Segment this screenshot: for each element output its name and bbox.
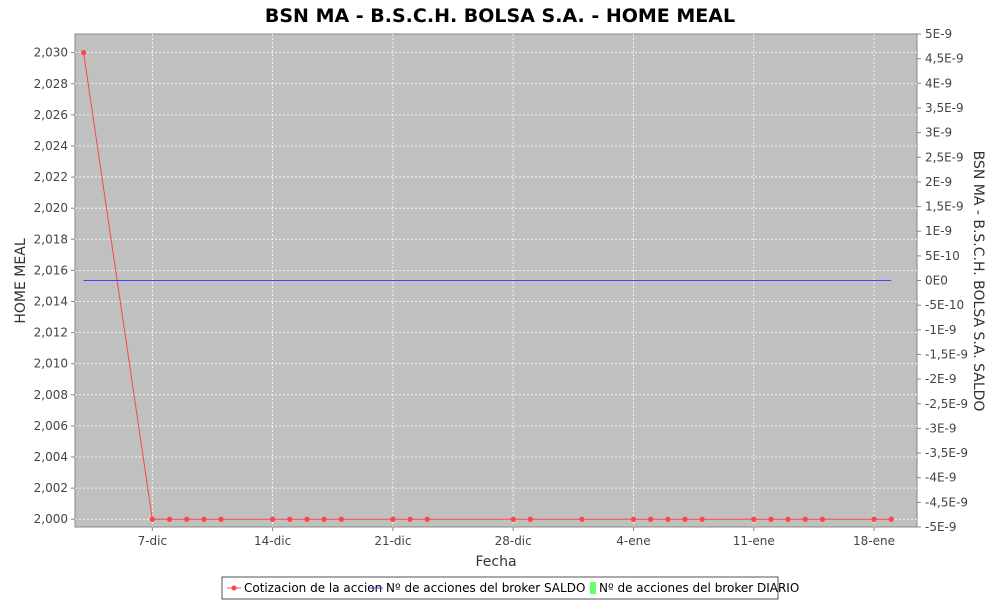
y-right-tick-label: -4,5E-9 [925, 495, 968, 509]
data-point [699, 516, 705, 522]
y-left-tick-label: 2,010 [34, 357, 68, 371]
x-tick-label: 7-dic [138, 534, 168, 548]
data-point [201, 516, 207, 522]
data-point [407, 516, 413, 522]
y-right-tick-label: 3,5E-9 [925, 101, 964, 115]
y-left-tick-label: 2,008 [34, 388, 68, 402]
legend-box [221, 576, 779, 600]
y-right-tick-label: -1E-9 [925, 323, 957, 337]
plot-area: 7-dic 14-dic 21-dic 28-dic 4-ene 11-ene 18-ene… [34, 27, 968, 548]
y-left-tick-label: 2,006 [34, 419, 68, 433]
y-right-tick-label: 5E-10 [925, 249, 960, 263]
y-left-tick-label: 2,022 [34, 170, 68, 184]
x-tick-label: 11-ene [733, 534, 775, 548]
data-point [630, 516, 637, 522]
y-left-tick-label: 2,014 [34, 294, 68, 308]
x-axis-label: Fecha [475, 554, 516, 570]
y-right-tick-label: 1E-9 [925, 224, 952, 238]
y-right-tick-label: -2,5E-9 [925, 397, 968, 411]
data-point [682, 516, 688, 522]
data-point [510, 516, 516, 522]
y-left-tick-label: 2,026 [34, 108, 68, 122]
data-point [149, 516, 155, 522]
y-right-tick-label: -3,5E-9 [925, 446, 968, 460]
y-left-tick-label: 2,004 [34, 450, 68, 464]
x-tick-label: 18-ene [853, 534, 895, 548]
y-left-tick-label: 2,020 [34, 201, 68, 215]
y-right-tick-label: -2E-9 [925, 372, 957, 386]
data-point [218, 516, 224, 522]
y-left-tick-label: 2,028 [34, 77, 68, 91]
data-point [648, 516, 654, 522]
y-right-tick-label: 5E-9 [925, 27, 952, 41]
legend-entry-label: Cotizacion de la accion [244, 581, 382, 595]
data-point [166, 516, 173, 522]
y-right-tick-label: -3E-9 [925, 421, 957, 435]
y-right-tick-label: -5E-9 [925, 520, 957, 534]
y-left-tick-label: 2,024 [34, 139, 68, 153]
x-tick-label: 4-ene [616, 534, 650, 548]
y-left-axis-label: HOME MEAL [13, 238, 29, 323]
y-left-tick-label: 2,016 [34, 263, 68, 277]
data-point [321, 516, 327, 522]
data-point [527, 516, 533, 522]
data-point [338, 516, 344, 522]
y-right-tick-label: 0E0 [925, 274, 948, 288]
legend-entry-label: Nº de acciones del broker SALDO [386, 581, 585, 595]
legend: Cotizacion de la accion Nº de acciones de… [221, 576, 799, 600]
legend-swatch-marker [231, 585, 237, 591]
data-point [424, 516, 430, 522]
y-left-tick-label: 2,018 [34, 232, 68, 246]
data-point [751, 516, 757, 522]
data-point [871, 516, 877, 522]
data-point [888, 516, 894, 522]
x-tick-label: 28-dic [495, 534, 532, 548]
y-left-tick-label: 2,012 [34, 326, 68, 340]
data-point [270, 516, 276, 522]
data-point [768, 516, 774, 522]
data-point [184, 516, 190, 522]
y-right-axis-label: BSN MA - B.S.C.H. BOLSA S.A. SALDO [970, 151, 986, 412]
y-left-tick-label: 2,000 [34, 512, 68, 526]
data-point [287, 516, 293, 522]
y-right-tick-label: 1,5E-9 [925, 200, 964, 214]
x-tick-label: 14-dic [254, 534, 291, 548]
y-right-tick-label: 4E-9 [925, 76, 952, 90]
y-right-tick-label: -5E-10 [925, 298, 964, 312]
data-point [819, 516, 826, 522]
y-left-tick-label: 2,030 [34, 46, 68, 60]
chart-title: BSN MA - B.S.C.H. BOLSA S.A. - HOME MEAL [265, 5, 735, 27]
data-point [665, 516, 671, 522]
y-left-tick-label: 2,002 [34, 481, 68, 495]
data-point [304, 516, 310, 522]
data-point [579, 516, 585, 522]
legend-entry-label: Nº de acciones del broker DIARIO [599, 581, 799, 595]
y-right-tick-label: 2E-9 [925, 175, 952, 189]
data-point [80, 50, 87, 56]
legend-swatch-box [590, 582, 596, 594]
y-right-tick-label: 4,5E-9 [925, 52, 964, 66]
data-point [785, 516, 791, 522]
y-right-tick-label: 3E-9 [925, 126, 952, 140]
y-right-tick-label: 2,5E-9 [925, 150, 964, 164]
y-right-tick-label: -4E-9 [925, 471, 957, 485]
x-tick-label: 21-dic [374, 534, 411, 548]
y-right-tick-label: -1,5E-9 [925, 347, 968, 361]
data-point [390, 516, 396, 522]
data-point [802, 516, 808, 522]
